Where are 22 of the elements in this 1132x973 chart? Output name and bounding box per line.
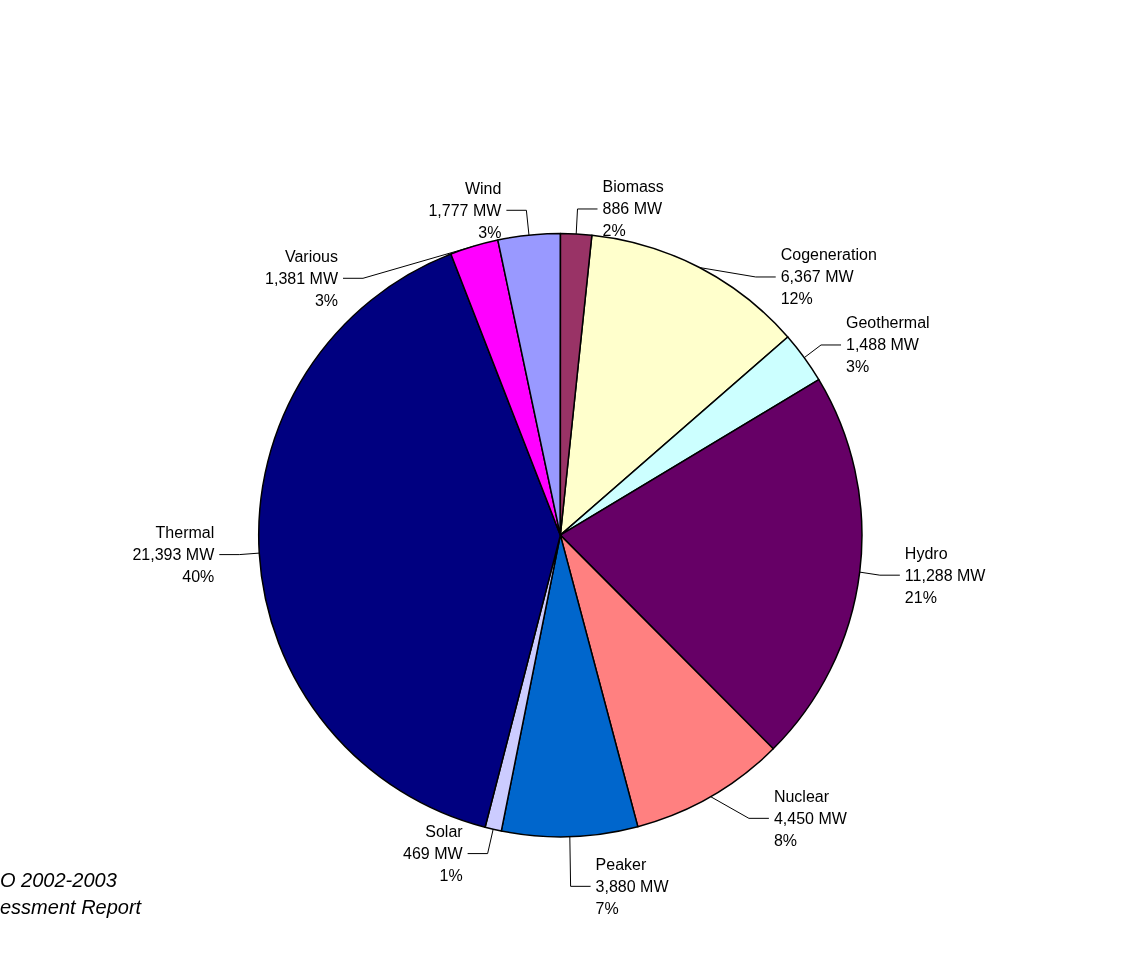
data-label: 886 MW 2%	[602, 200, 663, 240]
data-label: 3,880 MW 7%	[595, 877, 670, 917]
slice-label: Various	[284, 247, 339, 265]
data-label: 4,450 MW 8%	[773, 809, 848, 849]
slice-label: Cogeneration	[780, 246, 877, 264]
data-label: 21,393 MW 40%	[132, 546, 216, 586]
slice-label: Hydro	[904, 544, 948, 562]
slice-label: Geothermal	[846, 314, 930, 332]
data-label: 469 MW 1%	[403, 845, 464, 885]
data-label: 1,381 MW 3%	[265, 269, 339, 309]
data-label: 1,777 MW 3%	[428, 201, 503, 241]
data-label: 11,288 MW 21%	[904, 566, 987, 606]
data-label: 1,488 MW 3%	[846, 336, 920, 376]
slice-label: Thermal	[155, 524, 215, 542]
slice-label: Biomass	[602, 178, 664, 196]
text: essment Report	[0, 896, 143, 918]
text: O 2002-2003	[0, 869, 117, 891]
slice-label: Solar	[425, 823, 464, 841]
slice-label: Nuclear	[773, 787, 830, 805]
slice-label: Peaker	[595, 855, 647, 873]
slice-label: Wind	[464, 179, 502, 197]
data-label: 6,367 MW 12%	[780, 268, 855, 308]
